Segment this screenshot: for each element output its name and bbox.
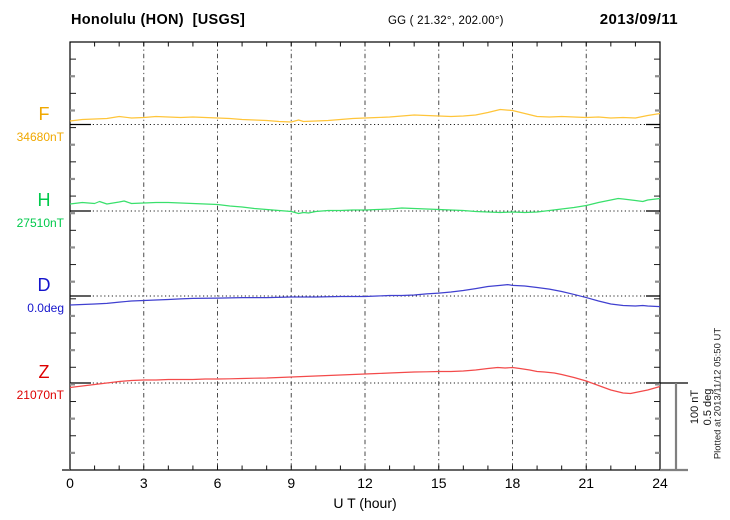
geographic-coordinates: GG ( 21.32°, 202.00°) [388, 15, 504, 27]
trace-H [69, 197, 661, 215]
scalebar-nt-label: 100 nT [689, 389, 701, 425]
scalebar-label: 100 nT 0.5 deg [689, 362, 715, 452]
x-tick-label-15: 15 [430, 475, 447, 491]
x-tick-label-3: 3 [139, 475, 148, 491]
trace-F [69, 108, 661, 123]
channel-letter-Z: Z [38, 362, 50, 382]
x-tick-label-21: 21 [578, 475, 595, 491]
channel-ref-Z: 21070nT [16, 388, 64, 402]
plot-date: 2013/09/11 [599, 11, 678, 28]
station-title: Honolulu (HON) [USGS] [71, 12, 246, 28]
x-tick-label-18: 18 [504, 475, 521, 491]
plotted-timestamp-note: Plotted at 2013/11/12 05:50 UT [712, 327, 724, 460]
trace-Z [69, 366, 661, 395]
x-tick-label-0: 0 [66, 475, 74, 491]
x-tick-label-24: 24 [652, 475, 668, 491]
channel-letter-H: H [37, 190, 51, 210]
x-tick-label-6: 6 [213, 475, 222, 491]
channel-ref-D: 0.0deg [27, 301, 64, 315]
x-axis-title: U T (hour) [333, 495, 397, 511]
channel-ref-H: 27510nT [16, 216, 64, 230]
channel-letter-F: F [38, 103, 50, 124]
channel-letter-D: D [37, 275, 51, 295]
x-tick-label-12: 12 [357, 475, 373, 491]
trace-D [69, 284, 661, 308]
channel-ref-F: 34680nT [16, 129, 64, 144]
x-tick-label-9: 9 [287, 475, 296, 491]
